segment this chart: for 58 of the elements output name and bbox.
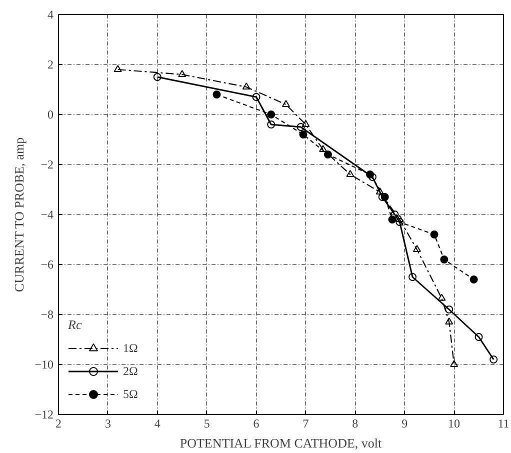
- point: [368, 173, 376, 181]
- x-tick-label: 7: [302, 416, 309, 430]
- x-tick-label: 10: [448, 416, 460, 430]
- x-tick-label: 11: [498, 416, 510, 430]
- point: [380, 193, 389, 201]
- point: [390, 210, 399, 218]
- point: [366, 170, 374, 178]
- x-axis-title: POTENTIAL FROM CATHODE, volt: [180, 436, 382, 450]
- point: [178, 70, 186, 78]
- point: [474, 333, 483, 341]
- point: [445, 317, 454, 325]
- point: [412, 244, 421, 252]
- point: [299, 130, 308, 138]
- point: [296, 123, 305, 131]
- point: [212, 90, 221, 98]
- point: [445, 306, 454, 314]
- point: [470, 276, 478, 284]
- point: [267, 110, 276, 118]
- point: [430, 230, 438, 238]
- point: [396, 218, 404, 226]
- y-axis-title: CURRENT TO PROBE, amp: [12, 137, 27, 292]
- legend-title: Rc: [68, 317, 83, 333]
- legend-label: 5Ω: [123, 386, 139, 402]
- point: [490, 356, 498, 364]
- x-tick-label: 8: [352, 416, 358, 430]
- legend-label: 2Ω: [123, 364, 139, 378]
- point: [388, 216, 396, 224]
- y-tick-label: 0: [48, 108, 54, 122]
- point: [252, 93, 260, 101]
- y-tick-label: −8: [40, 308, 54, 322]
- y-tick-label: 4: [48, 8, 54, 22]
- point: [438, 294, 446, 301]
- point: [302, 120, 310, 128]
- x-tick-label: 4: [154, 416, 160, 430]
- y-tick-label: −4: [40, 208, 54, 222]
- point: [153, 73, 162, 81]
- y-tick-label: −10: [34, 358, 54, 372]
- point: [346, 170, 354, 178]
- point: [450, 360, 458, 368]
- y-tick-label: −6: [40, 258, 54, 272]
- point: [324, 150, 332, 158]
- x-tick-label: 5: [204, 416, 210, 430]
- x-tick-label: 3: [104, 416, 111, 430]
- x-tick-label: 6: [253, 416, 260, 430]
- point: [267, 120, 276, 128]
- x-tick-label: 9: [402, 416, 408, 430]
- y-tick-label: 2: [48, 58, 54, 72]
- point: [319, 144, 328, 152]
- point: [114, 64, 122, 72]
- point: [408, 273, 417, 281]
- y-tick-label: −2: [40, 158, 54, 172]
- legend-label: 1Ω: [123, 340, 139, 356]
- point: [282, 100, 290, 108]
- point: [440, 256, 448, 264]
- point: [242, 82, 250, 90]
- y-tick-label: −12: [34, 408, 54, 422]
- point: [396, 214, 404, 222]
- point: [376, 187, 384, 195]
